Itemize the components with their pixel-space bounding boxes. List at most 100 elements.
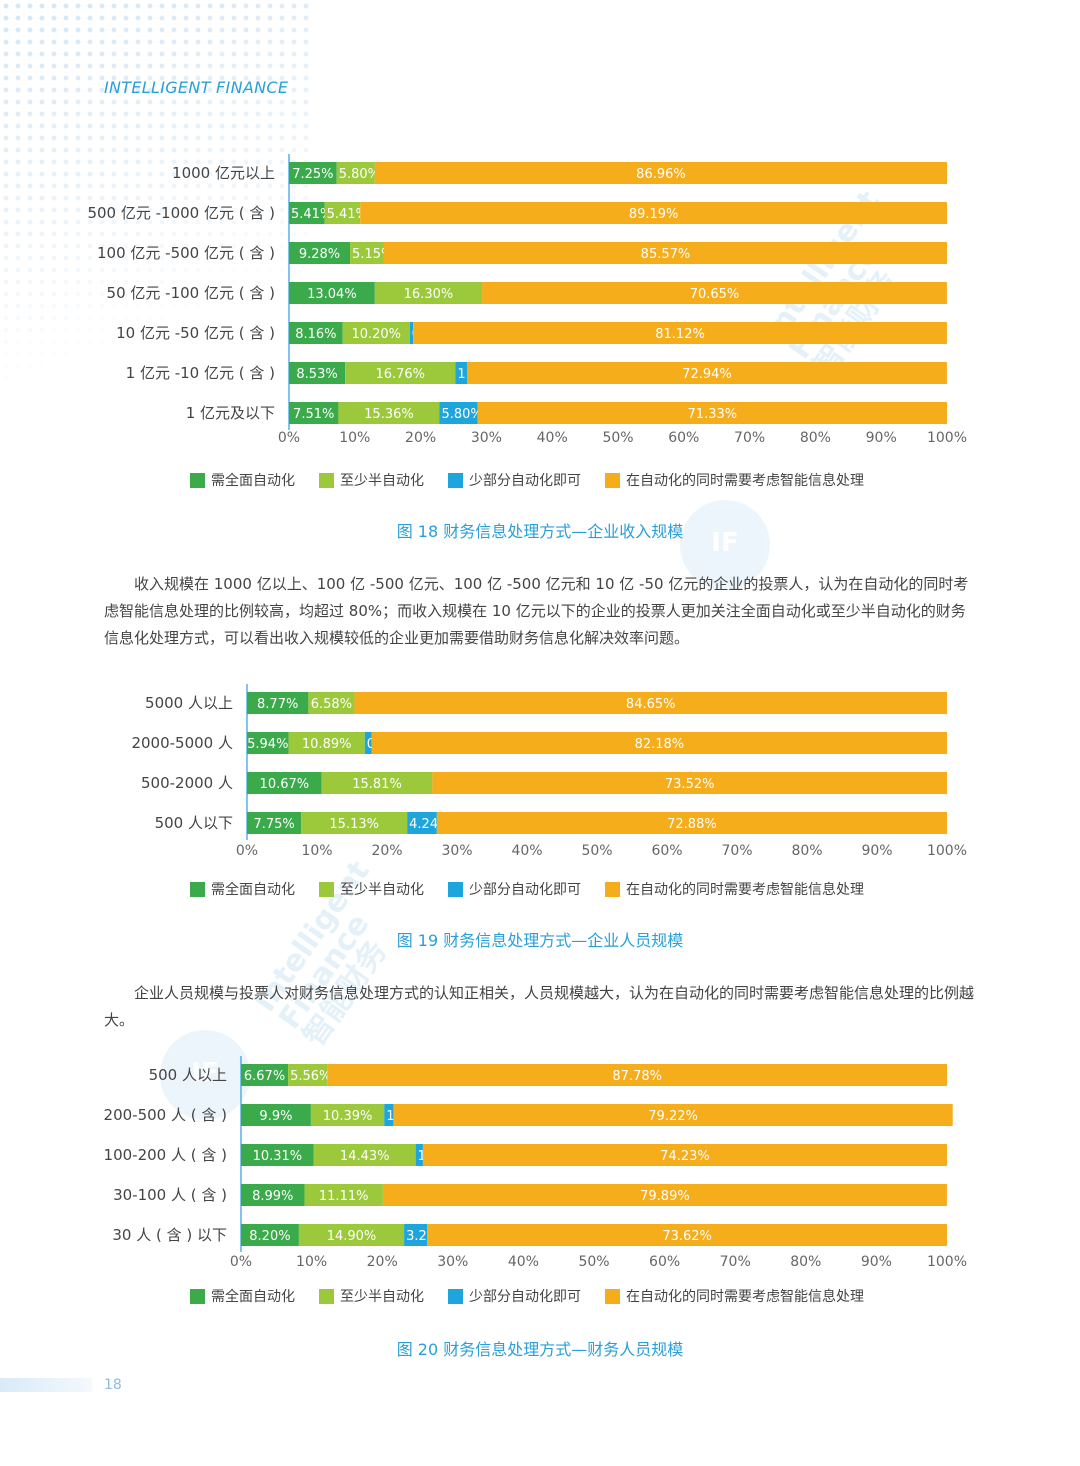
x-tick-label: 10%: [301, 843, 332, 859]
bar-segment: [247, 812, 302, 834]
bar-segment: [432, 772, 947, 794]
category-label: 1 亿元及以下: [186, 404, 275, 422]
legend-item: 需全面自动化: [190, 1286, 295, 1306]
page-number: 18: [104, 1377, 122, 1393]
legend-item: 在自动化的同时需要考虑智能信息处理: [605, 1286, 864, 1306]
data-label: 5.41%: [291, 207, 332, 222]
data-label: 5.56%: [290, 1069, 331, 1084]
data-label: 89.19%: [629, 207, 679, 222]
legend-item: 需全面自动化: [190, 470, 295, 490]
bar-segment: [241, 1144, 314, 1166]
data-label: 8.53%: [296, 367, 337, 382]
legend-item: 至少半自动化: [319, 879, 424, 899]
x-tick-label: 0%: [278, 430, 300, 446]
bar-segment: [383, 242, 947, 264]
x-tick-label: 40%: [511, 843, 542, 859]
watermark-logo-mid: IF: [160, 1030, 250, 1120]
bar-segment: [241, 1104, 311, 1126]
data-label: 72.88%: [667, 817, 717, 832]
chart-finance-staff-scale: 500 人以上 6.67% 5.56% 87.78% 200-500 人 ( 含 ) 9.…: [0, 1052, 1080, 1282]
category-label: 2000-5000 人: [131, 734, 233, 752]
data-label: 81.12%: [655, 327, 705, 342]
legend-swatch: [319, 472, 334, 488]
bar-segment: [241, 1064, 289, 1086]
bar-segment: [247, 692, 309, 714]
data-label: 72.94%: [682, 367, 732, 382]
bar-segment: [384, 1104, 394, 1126]
data-label: 8.77%: [257, 697, 298, 712]
legend-swatch: [448, 881, 463, 897]
watermark-logo-top: IF: [680, 500, 770, 590]
x-tick-label: 100%: [927, 1254, 967, 1270]
x-tick-label: 90%: [861, 843, 892, 859]
legend-label: 少部分自动化即可: [469, 473, 581, 489]
bar-segment: [304, 1184, 383, 1206]
bar-segment: [350, 242, 384, 264]
bar-segment: [404, 1224, 428, 1246]
data-label: 10.39%: [323, 1109, 373, 1124]
x-tick-label: 50%: [578, 1254, 609, 1270]
data-label: 15.13%: [329, 817, 379, 832]
bar-segment: [427, 1224, 947, 1246]
legend-swatch: [319, 1288, 334, 1304]
data-label: 84.65%: [626, 697, 676, 712]
bar-segment: [338, 402, 440, 424]
header-brand: INTELLIGENT FINANCE: [104, 78, 289, 97]
data-label: 6.58%: [311, 697, 352, 712]
x-tick-label: 70%: [734, 430, 765, 446]
x-tick-label: 80%: [790, 1254, 821, 1270]
bar-segment: [364, 732, 372, 754]
legend-label: 在自动化的同时需要考虑智能信息处理: [626, 882, 864, 898]
x-tick-label: 0%: [236, 843, 258, 859]
data-label: 5.94%: [247, 737, 288, 752]
data-label: 79.22%: [648, 1109, 698, 1124]
bar-segment: [466, 362, 947, 384]
x-tick-label: 50%: [602, 430, 633, 446]
data-label: 71.33%: [688, 407, 738, 422]
legend-swatch: [605, 1288, 620, 1304]
legend-swatch: [448, 472, 463, 488]
chart-revenue-scale: 1000 亿元以上 7.25% 5.80% 86.96% 500 亿元 -1000 亿元…: [0, 150, 1080, 460]
x-tick-label: 0%: [230, 1254, 252, 1270]
x-tick-label: 90%: [861, 1254, 892, 1270]
chart-legend-2: 需全面自动化 至少半自动化 少部分自动化即可 在自动化的同时需要考虑智能信息处理: [190, 879, 864, 899]
bar-segment: [439, 402, 478, 424]
bar-segment: [247, 772, 322, 794]
data-label: 87.78%: [612, 1069, 662, 1084]
data-label: 7.25%: [292, 167, 333, 182]
chart-legend-3: 需全面自动化 至少半自动化 少部分自动化即可 在自动化的同时需要考虑智能信息处理: [190, 1286, 864, 1306]
data-label: 14.43%: [340, 1149, 390, 1164]
data-label: 7.75%: [253, 817, 294, 832]
bar-segment: [409, 322, 414, 344]
data-label: 13.04%: [307, 287, 357, 302]
bar-segment: [415, 1144, 423, 1166]
bar-segment: [301, 812, 408, 834]
legend-item: 少部分自动化即可: [448, 879, 581, 899]
bar-segment: [310, 1104, 385, 1126]
legend-item: 少部分自动化即可: [448, 1286, 581, 1306]
legend-item: 至少半自动化: [319, 1286, 424, 1306]
legend-item: 少部分自动化即可: [448, 470, 581, 490]
data-label: 16.30%: [404, 287, 454, 302]
x-tick-label: 30%: [441, 843, 472, 859]
category-label: 500-2000 人: [141, 774, 233, 792]
x-tick-label: 20%: [367, 1254, 398, 1270]
x-tick-label: 70%: [721, 843, 752, 859]
legend-label: 在自动化的同时需要考虑智能信息处理: [626, 473, 864, 489]
data-label: 79.89%: [640, 1189, 690, 1204]
legend-item: 需全面自动化: [190, 879, 295, 899]
bar-segment: [342, 322, 410, 344]
data-label: 82.18%: [635, 737, 685, 752]
legend-item: 在自动化的同时需要考虑智能信息处理: [605, 470, 864, 490]
bar-segment: [345, 362, 456, 384]
category-label: 5000 人以上: [145, 694, 233, 712]
bar-segment: [413, 322, 947, 344]
data-label: 16.76%: [375, 367, 425, 382]
x-tick-label: 100%: [927, 430, 967, 446]
x-tick-label: 30%: [471, 430, 502, 446]
bar-segment: [288, 732, 365, 754]
legend-swatch: [190, 881, 205, 897]
bar-segment: [360, 202, 948, 224]
bar-segment: [324, 202, 361, 224]
data-label: 14.90%: [327, 1229, 377, 1244]
